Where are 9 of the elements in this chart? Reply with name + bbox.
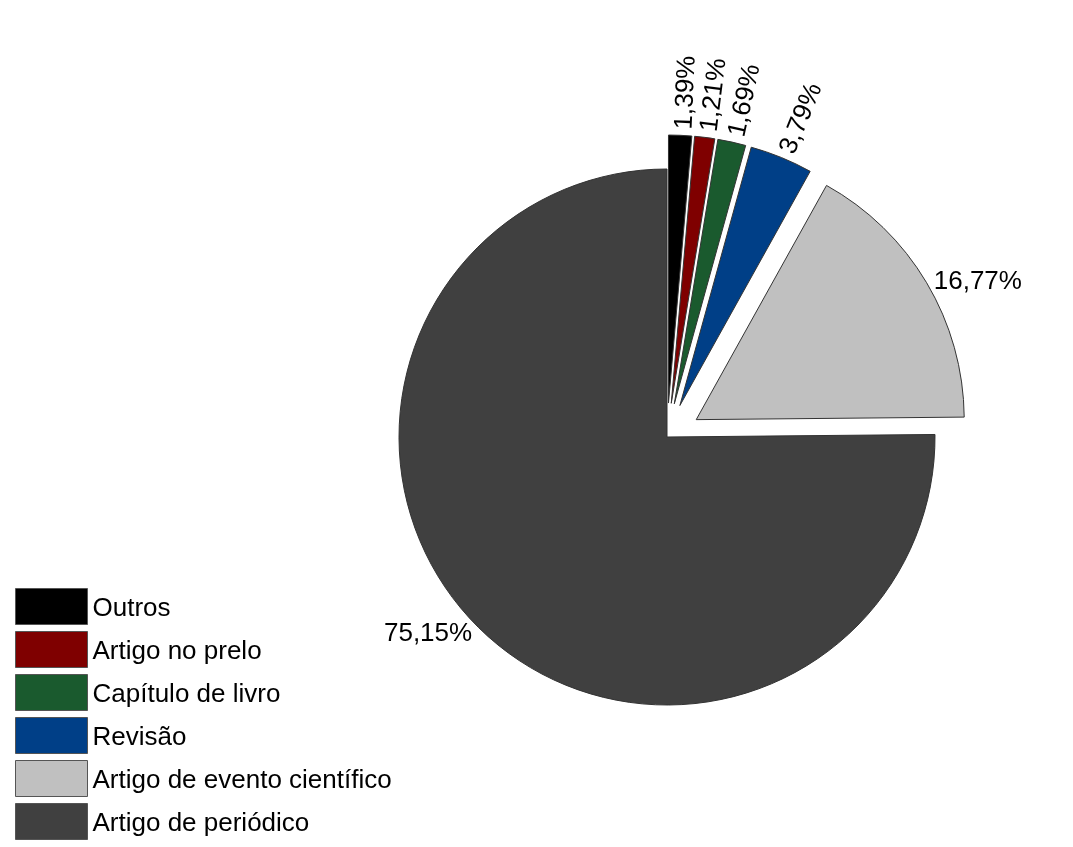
legend-label: Revisão (92, 720, 187, 751)
data-label: 3,79% (771, 78, 828, 158)
legend-label: Artigo de periódico (92, 806, 310, 837)
legend-label: Artigo de evento científico (92, 763, 392, 794)
legend-label: Artigo no prelo (92, 634, 262, 665)
legend-label: Capítulo de livro (92, 677, 281, 708)
data-label: 16,77% (933, 264, 1022, 295)
data-label: 75,15% (383, 616, 473, 647)
legend-label: Outros (92, 591, 171, 622)
